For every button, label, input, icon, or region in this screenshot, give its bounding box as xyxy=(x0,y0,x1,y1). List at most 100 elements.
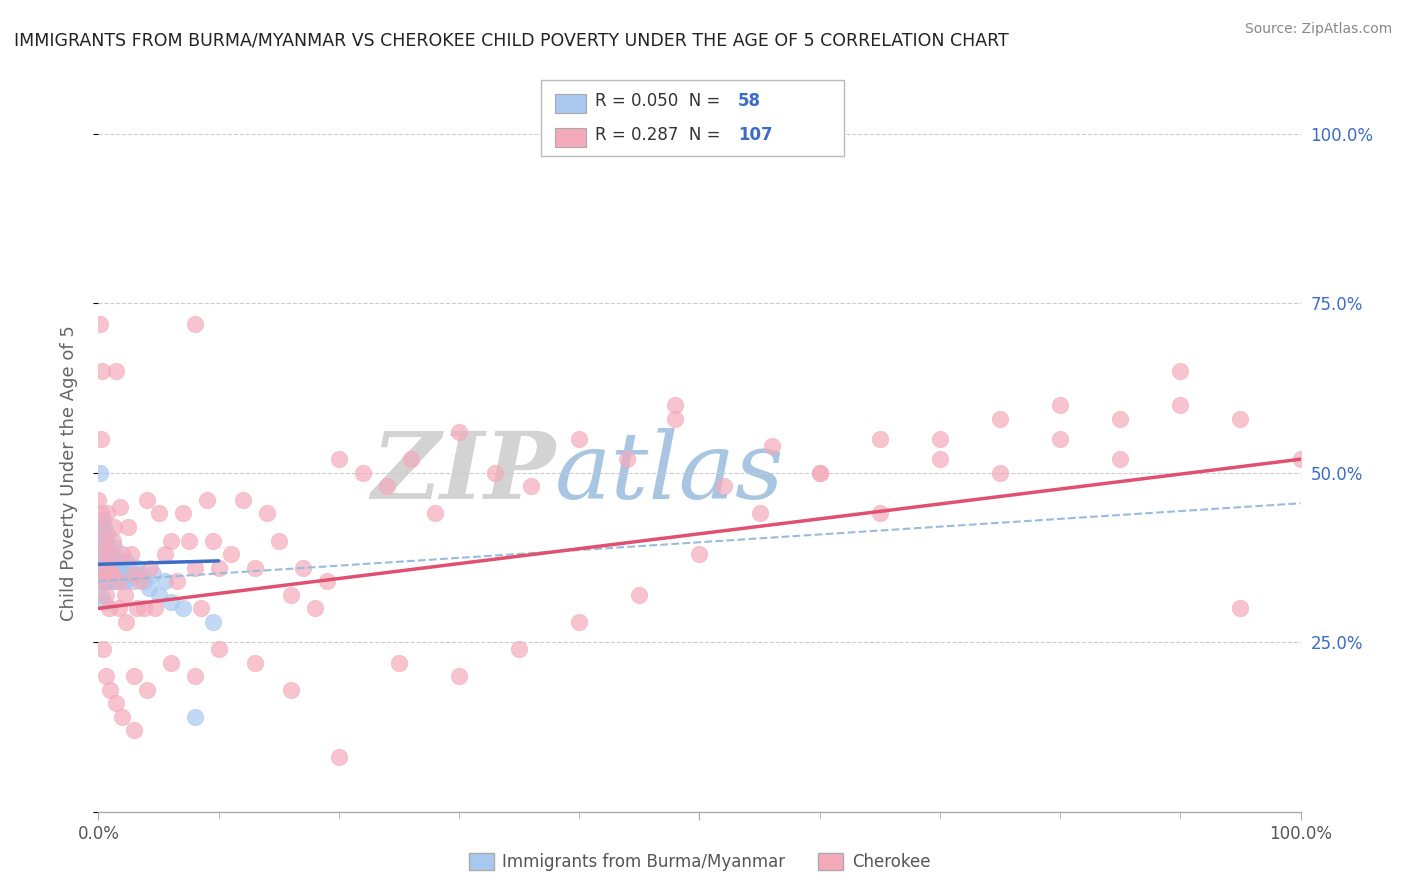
Point xyxy=(124,567,146,582)
Point xyxy=(447,669,470,683)
Point xyxy=(98,601,121,615)
Point xyxy=(108,500,131,514)
Point xyxy=(111,710,134,724)
Point xyxy=(114,588,136,602)
Point xyxy=(315,574,337,589)
Point xyxy=(143,601,166,615)
Point xyxy=(129,567,152,582)
Point xyxy=(90,588,112,602)
Point xyxy=(280,682,302,697)
Point xyxy=(108,554,131,568)
Point xyxy=(107,560,129,574)
Point xyxy=(89,520,111,534)
Point xyxy=(713,479,735,493)
Point xyxy=(97,547,120,561)
Point xyxy=(267,533,290,548)
Legend: Immigrants from Burma/Myanmar, Cherokee: Immigrants from Burma/Myanmar, Cherokee xyxy=(463,847,936,878)
Point xyxy=(808,466,831,480)
Point xyxy=(808,466,831,480)
Point xyxy=(153,547,176,561)
Point xyxy=(103,520,125,534)
Point xyxy=(101,554,124,568)
Point xyxy=(135,492,157,507)
Point xyxy=(141,567,163,582)
Point xyxy=(1170,398,1192,412)
Point xyxy=(93,533,115,548)
Point xyxy=(104,567,127,582)
Point xyxy=(928,432,950,446)
Point xyxy=(94,533,117,548)
Point xyxy=(208,560,231,574)
Point xyxy=(1049,398,1071,412)
Point xyxy=(484,466,506,480)
Point xyxy=(107,574,129,589)
Point xyxy=(96,554,118,568)
Point xyxy=(100,547,122,561)
Point xyxy=(568,432,591,446)
Point xyxy=(190,601,212,615)
Point xyxy=(388,656,411,670)
Point xyxy=(96,526,118,541)
Point xyxy=(91,364,114,378)
Point xyxy=(120,547,142,561)
Point xyxy=(91,560,114,574)
Point xyxy=(129,574,152,589)
Text: atlas: atlas xyxy=(555,428,785,517)
Point xyxy=(243,560,266,574)
Point xyxy=(1170,364,1192,378)
Point xyxy=(628,588,651,602)
Point xyxy=(1049,432,1071,446)
Point xyxy=(166,574,188,589)
Point xyxy=(256,507,278,521)
Point xyxy=(1109,411,1132,425)
Point xyxy=(125,560,148,574)
Point xyxy=(243,656,266,670)
Point xyxy=(447,425,470,439)
Point xyxy=(124,723,146,738)
Point xyxy=(423,507,446,521)
Point xyxy=(91,547,114,561)
Point xyxy=(91,513,114,527)
Point xyxy=(328,750,350,764)
Text: R = 0.287  N =: R = 0.287 N = xyxy=(595,126,725,144)
Point xyxy=(177,533,200,548)
Text: Source: ZipAtlas.com: Source: ZipAtlas.com xyxy=(1244,22,1392,37)
Point xyxy=(1109,452,1132,467)
Point xyxy=(94,669,117,683)
Point xyxy=(117,520,139,534)
Point xyxy=(148,507,170,521)
Point xyxy=(208,642,231,657)
Point xyxy=(132,601,155,615)
Point xyxy=(1229,601,1251,615)
Point xyxy=(100,547,122,561)
Point xyxy=(508,642,530,657)
Point xyxy=(172,507,194,521)
Point xyxy=(90,507,112,521)
Point xyxy=(90,567,112,582)
Point xyxy=(96,507,118,521)
Point xyxy=(352,466,374,480)
Point xyxy=(761,439,783,453)
Point xyxy=(115,554,138,568)
Point xyxy=(87,547,110,561)
Point xyxy=(91,574,114,589)
Point xyxy=(120,567,142,582)
Point xyxy=(94,560,117,574)
Point xyxy=(87,492,110,507)
Point xyxy=(232,492,254,507)
Point xyxy=(568,615,591,629)
Point xyxy=(201,615,224,629)
Point xyxy=(148,588,170,602)
Point xyxy=(90,574,112,589)
Point xyxy=(304,601,326,615)
Point xyxy=(103,560,125,574)
Point xyxy=(328,452,350,467)
Point xyxy=(664,411,686,425)
Point xyxy=(105,696,128,710)
Point xyxy=(93,520,115,534)
Text: IMMIGRANTS FROM BURMA/MYANMAR VS CHEROKEE CHILD POVERTY UNDER THE AGE OF 5 CORRE: IMMIGRANTS FROM BURMA/MYANMAR VS CHEROKE… xyxy=(14,31,1010,49)
Point xyxy=(93,547,115,561)
Point xyxy=(219,547,242,561)
Point xyxy=(112,567,135,582)
Point xyxy=(89,317,111,331)
